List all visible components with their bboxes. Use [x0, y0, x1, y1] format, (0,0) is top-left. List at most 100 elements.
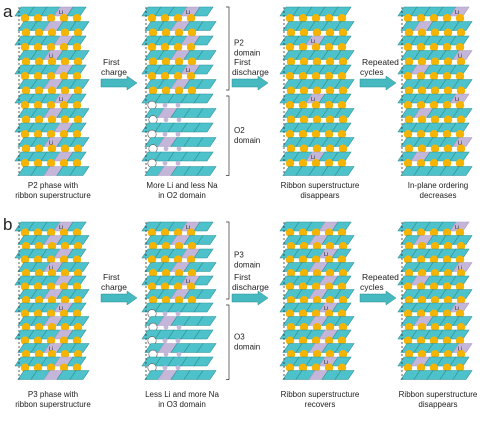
tm-slab: [69, 343, 90, 353]
li-label: Li: [49, 54, 53, 60]
vacancy: [148, 115, 158, 125]
na-ion: [286, 350, 296, 359]
na-ion: [442, 43, 452, 52]
na-ion: [312, 57, 322, 66]
na-ion: [416, 309, 426, 318]
tm-slab: [196, 137, 217, 147]
na-ion: [311, 255, 321, 264]
na-ion: [72, 282, 82, 291]
na-ion: [174, 28, 184, 37]
na-ion: [442, 282, 452, 291]
na-ion: [72, 336, 82, 345]
na-ion: [33, 255, 43, 264]
na-ion: [147, 255, 157, 264]
arrow-label-line1: First: [103, 57, 120, 67]
na-ion: [337, 228, 347, 237]
na-ion: [325, 57, 335, 66]
na-ion: [416, 255, 426, 264]
na-ion: [430, 323, 440, 332]
panel-a-stage1-structure: Li Li Li Li: [14, 6, 90, 176]
tm-slab: [334, 166, 355, 176]
li-ion: [175, 365, 181, 371]
na-ion: [161, 242, 171, 251]
na-ion: [173, 282, 183, 291]
na-ion: [173, 72, 183, 81]
na-ion: [34, 115, 44, 124]
na-ion: [417, 57, 427, 66]
tm-slab: [196, 343, 217, 353]
na-ion: [337, 159, 347, 168]
na-ion: [21, 28, 31, 37]
na-ion: [404, 86, 414, 95]
na-ion: [416, 72, 426, 81]
tm-slab: [69, 166, 90, 176]
tm-slab: [69, 79, 90, 89]
na-ion: [47, 323, 57, 332]
tm-slab: [69, 108, 90, 118]
tm-slab: [196, 262, 217, 272]
na-ion: [416, 130, 426, 139]
na-ion: [403, 336, 413, 345]
li-ion: [176, 324, 182, 330]
arrow-label-line1: First: [103, 272, 120, 282]
na-ion: [403, 282, 413, 291]
na-ion: [174, 269, 184, 278]
panel-b-label: b: [3, 215, 12, 234]
na-ion: [47, 28, 57, 37]
na-ion: [147, 43, 157, 52]
caption-line: In-plane ordering: [408, 181, 468, 190]
tm-slab: [196, 166, 217, 176]
na-ion: [325, 242, 335, 251]
na-ion: [337, 282, 347, 291]
li-ion: [162, 160, 168, 166]
na-ion: [443, 28, 453, 37]
na-ion: [33, 14, 43, 23]
na-ion: [403, 72, 413, 81]
na-ion: [325, 350, 335, 359]
na-ion: [455, 101, 465, 110]
na-ion: [416, 228, 426, 237]
na-ion: [73, 86, 83, 95]
na-ion: [47, 350, 57, 359]
na-ion: [174, 86, 184, 95]
na-ion: [311, 336, 321, 345]
na-ion: [442, 309, 452, 318]
tm-slab: [452, 108, 473, 118]
na-ion: [311, 101, 321, 110]
li-site: [452, 343, 473, 353]
na-ion: [46, 228, 56, 237]
na-ion: [442, 159, 452, 168]
tm-slab: [69, 289, 90, 299]
li-label: Li: [324, 306, 328, 312]
na-ion: [325, 86, 335, 95]
na-ion: [338, 86, 348, 95]
vacancy: [148, 144, 158, 154]
vacancy: [147, 100, 157, 110]
na-ion: [416, 336, 426, 345]
na-ion: [33, 309, 43, 318]
na-ion: [298, 255, 308, 264]
na-ion: [442, 228, 452, 237]
na-ion: [312, 269, 322, 278]
li-label: Li: [311, 97, 315, 103]
na-ion: [442, 101, 452, 110]
na-ion: [298, 130, 308, 139]
na-ion: [33, 363, 43, 372]
na-ion: [59, 363, 69, 372]
na-ion: [324, 336, 334, 345]
na-ion: [299, 86, 309, 95]
na-ion: [285, 336, 295, 345]
na-ion: [147, 282, 157, 291]
li-ion: [162, 131, 168, 137]
na-ion: [311, 130, 321, 139]
na-ion: [21, 269, 31, 278]
domain-label-line1: O2: [234, 126, 245, 135]
na-ion: [148, 269, 158, 278]
domain-label-line2: domain: [234, 261, 260, 270]
na-ion: [404, 296, 414, 305]
tm-slab: [196, 21, 217, 31]
